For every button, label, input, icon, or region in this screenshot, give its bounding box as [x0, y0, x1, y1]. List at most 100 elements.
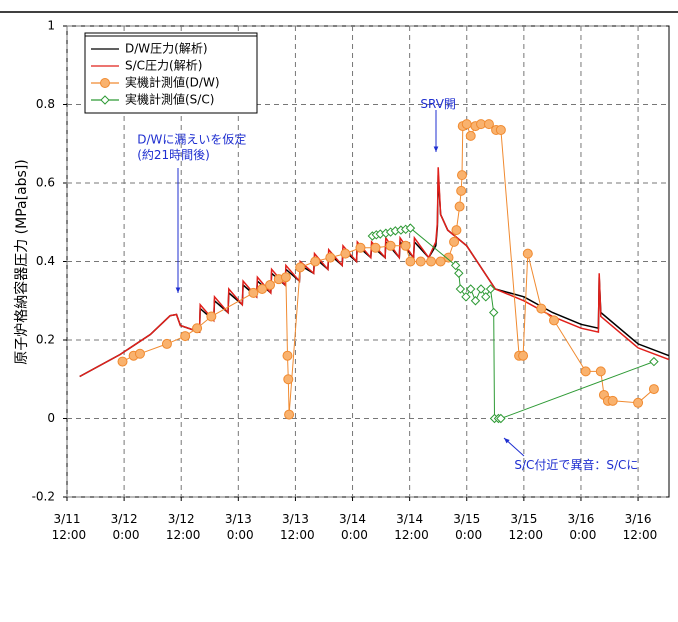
marker: [580, 366, 591, 377]
marker: [461, 119, 472, 130]
x-tick-time: 0:00: [566, 528, 597, 542]
marker: [161, 338, 172, 349]
marker: [282, 350, 293, 361]
x-tick-date: 3/13: [282, 512, 309, 526]
marker: [280, 272, 291, 283]
x-tick-label: 3/11 12:00: [48, 512, 86, 542]
x-tick-label: 3/12 0:00: [109, 512, 140, 542]
legend-label: S/C圧力(解析): [125, 59, 202, 73]
x-tick-date: 3/16: [625, 512, 652, 526]
marker: [548, 315, 559, 326]
y-tick-label: 0.6: [36, 176, 55, 190]
marker: [607, 395, 618, 406]
marker: [455, 284, 466, 294]
marker: [117, 356, 128, 367]
x-tick-label: 3/13 12:00: [276, 512, 314, 542]
marker: [284, 409, 295, 420]
marker: [536, 303, 547, 314]
x-tick-time: 0:00: [337, 528, 368, 542]
marker: [483, 119, 494, 130]
x-tick-time: 0:00: [109, 528, 140, 542]
marker: [456, 170, 467, 181]
marker: [283, 374, 294, 385]
marker: [248, 287, 259, 298]
marker: [385, 240, 396, 251]
marker: [265, 280, 276, 291]
x-tick-label: 3/16 0:00: [566, 512, 597, 542]
x-tick-label: 3/16 12:00: [619, 512, 657, 542]
marker: [405, 256, 416, 267]
marker: [522, 248, 533, 259]
x-tick-date: 3/14: [396, 512, 423, 526]
marker: [206, 311, 217, 322]
x-tick-label: 3/14 0:00: [337, 512, 368, 542]
x-tick-time: 12:00: [619, 528, 657, 542]
x-tick-label: 3/12 12:00: [162, 512, 200, 542]
marker: [649, 356, 659, 367]
annotation: D/Wに漏えいを仮定: [137, 131, 246, 146]
marker: [485, 284, 496, 294]
y-tick-label: 0.8: [36, 97, 55, 111]
x-tick-date: 3/11: [54, 512, 81, 526]
x-tick-date: 3/13: [225, 512, 252, 526]
marker: [180, 331, 191, 342]
marker: [400, 240, 411, 251]
x-tick-date: 3/12: [111, 512, 138, 526]
x-tick-label: 3/13 0:00: [223, 512, 254, 542]
legend-label: D/W圧力(解析): [125, 42, 208, 56]
marker: [595, 366, 606, 377]
marker: [310, 256, 321, 267]
marker: [450, 260, 461, 271]
y-axis-label: 原子炉格納容器圧力 (MPa[abs]): [13, 159, 30, 365]
marker: [495, 125, 506, 136]
marker: [415, 256, 426, 267]
x-tick-time: 12:00: [390, 528, 428, 542]
marker: [465, 130, 476, 141]
annotation: S/C付近で異音：S/Cに: [514, 457, 638, 472]
marker: [454, 201, 465, 212]
marker: [470, 296, 481, 306]
marker: [476, 284, 486, 294]
y-tick-label: 0: [47, 411, 55, 425]
x-tick-time: 0:00: [451, 528, 482, 542]
marker: [648, 384, 659, 395]
marker: [325, 252, 336, 263]
marker: [370, 242, 381, 253]
marker: [461, 292, 471, 302]
x-tick-date: 3/15: [453, 512, 480, 526]
marker: [355, 242, 366, 253]
marker: [405, 223, 416, 233]
legend-marker: [100, 78, 110, 88]
marker: [426, 256, 437, 267]
plot-area: [79, 119, 669, 424]
marker: [257, 283, 268, 294]
y-tick-label: -0.2: [32, 490, 55, 504]
marker: [295, 262, 306, 273]
annotation-arrowhead: [504, 438, 510, 444]
series-line: [372, 227, 655, 419]
marker: [454, 268, 464, 278]
marker: [489, 307, 499, 318]
series-line: [122, 123, 655, 415]
x-tick-date: 3/16: [567, 512, 594, 526]
marker: [134, 348, 145, 359]
y-tick-label: 0.4: [36, 254, 55, 268]
marker: [449, 236, 460, 247]
marker: [496, 413, 506, 424]
annotation-arrowhead: [175, 287, 181, 293]
marker: [633, 397, 644, 408]
x-tick-time: 12:00: [48, 528, 86, 542]
x-tick-time: 0:00: [223, 528, 254, 542]
annotation-arrowhead: [433, 146, 439, 152]
x-tick-time: 12:00: [276, 528, 314, 542]
marker: [435, 256, 446, 267]
marker: [451, 225, 462, 236]
marker: [340, 248, 351, 259]
y-tick-label: 1: [47, 19, 55, 33]
x-tick-label: 3/15 12:00: [505, 512, 543, 542]
annotation: SRV開: [420, 97, 456, 111]
y-tick-label: 0.2: [36, 333, 55, 347]
legend-label: 実機計測値(S/C): [125, 92, 214, 107]
x-tick-label: 3/14 12:00: [390, 512, 428, 542]
